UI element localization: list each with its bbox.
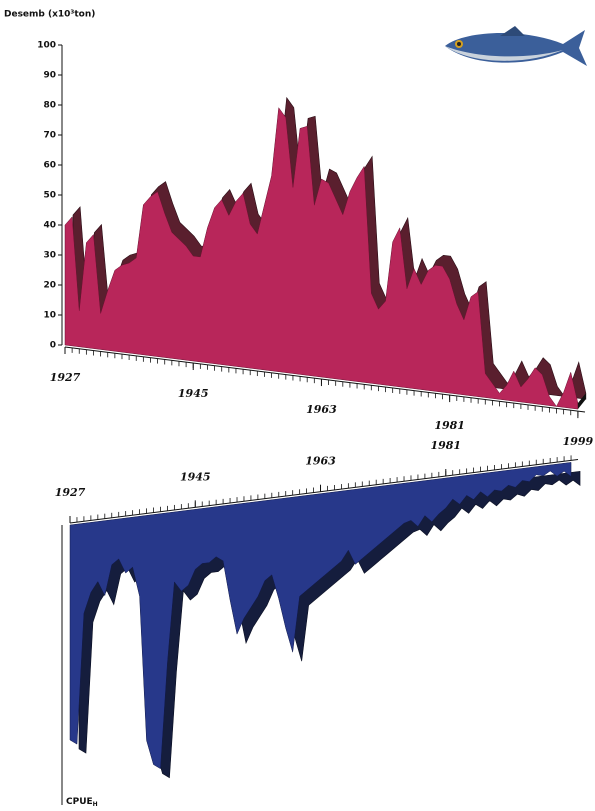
y-tick-label: 30 <box>43 251 56 261</box>
y-tick-label: 80 <box>43 101 56 111</box>
y-tick-label: 50 <box>43 191 56 201</box>
y-tick-label: 100 <box>37 41 56 51</box>
x-axis <box>64 346 586 413</box>
y-axis-label-sub: H <box>93 801 98 808</box>
y-tick-label: 10 <box>43 311 56 321</box>
y-tick-label: 20 <box>43 281 56 291</box>
x-tick-label: 1963 <box>305 455 336 468</box>
y-tick-label: 90 <box>43 71 56 81</box>
x-tick-label: 1999 <box>563 435 594 448</box>
x-tick-label: 1927 <box>50 371 81 384</box>
x-tick-label: 1927 <box>55 486 86 499</box>
y-tick-label: 40 <box>43 221 56 231</box>
area <box>64 107 579 410</box>
y-axis-label-main: CPUE <box>66 797 93 807</box>
x-axis <box>69 459 579 524</box>
area <box>69 462 572 770</box>
y-axis-label: CPUEH <box>66 797 98 808</box>
area-side <box>577 393 586 410</box>
y-tick-label: 0 <box>50 341 56 351</box>
x-tick-label: 1981 <box>430 439 461 452</box>
x-tick-label: 1981 <box>434 419 465 432</box>
x-tick-label: 1963 <box>306 403 337 416</box>
fish-icon <box>445 26 587 66</box>
x-tick-label: 1945 <box>180 470 211 483</box>
x-tick-label: 1945 <box>178 387 209 400</box>
y-tick-label: 60 <box>43 161 56 171</box>
y-axis-label: Desemb (x10³ton) <box>4 10 95 20</box>
y-tick-label: 70 <box>43 131 56 141</box>
